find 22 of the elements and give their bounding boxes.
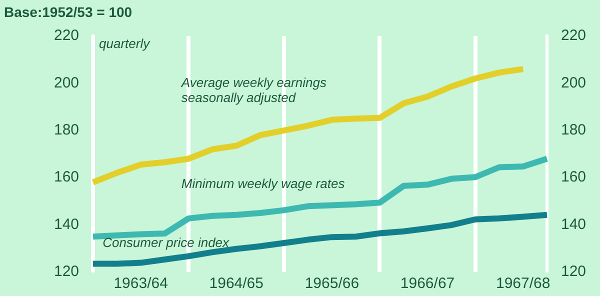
y2-tick-label: 120 bbox=[560, 263, 586, 280]
y2-tick-label: 180 bbox=[560, 122, 586, 139]
x-tick-label: 1964/65 bbox=[209, 275, 264, 292]
x-tick-label: 1965/66 bbox=[304, 275, 360, 292]
y2-tick-label: 200 bbox=[560, 74, 586, 92]
y-tick-label: 160 bbox=[54, 168, 80, 186]
x-tick-label: 1967/68 bbox=[496, 275, 550, 292]
x-tick-label: 1963/64 bbox=[114, 275, 168, 292]
y-tick-label: 200 bbox=[54, 74, 80, 92]
y-tick-label: 120 bbox=[54, 263, 80, 280]
y2-tick-label: 160 bbox=[560, 168, 586, 186]
series-label: Minimum weekly wage rates bbox=[181, 176, 346, 192]
y-tick-label: 140 bbox=[54, 216, 80, 233]
x-tick-label: 1966/67 bbox=[400, 275, 455, 292]
series-label: Consumer price index bbox=[102, 234, 230, 250]
chart-title: Base:1952/53 = 100 bbox=[4, 4, 132, 20]
series-label: Average weekly earnings seasonally adjusted bbox=[180, 75, 327, 106]
annotation: quarterly bbox=[99, 36, 152, 52]
y-tick-label: 220 bbox=[54, 27, 80, 44]
y2-tick-label: 140 bbox=[560, 216, 586, 233]
y-tick-label: 180 bbox=[54, 122, 80, 139]
y2-tick-label: 220 bbox=[560, 27, 586, 44]
